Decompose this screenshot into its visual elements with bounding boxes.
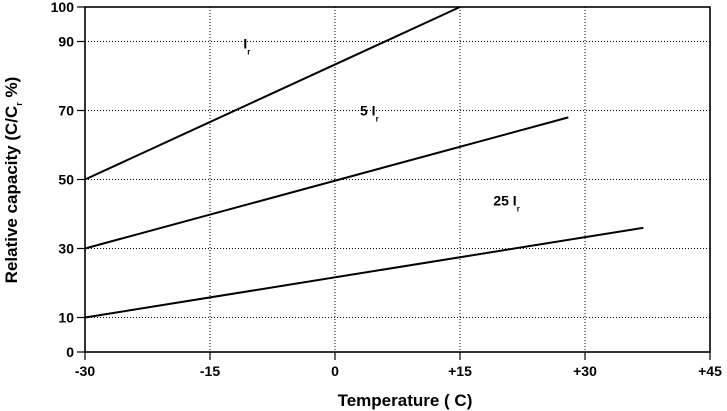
series-labels: Ir 5 Ir 25 Ir — [243, 35, 519, 213]
y-tick-labels: 0 10 30 50 70 90 100 — [51, 0, 75, 360]
x-tick-labels: -30 -15 0 +15 +30 +45 — [75, 363, 722, 379]
y-tick-label: 100 — [51, 0, 75, 15]
series-label-1: Ir — [243, 35, 250, 56]
y-tick-label: 50 — [58, 172, 74, 188]
series-line-3 — [84, 226, 644, 319]
x-tick-label: +45 — [698, 363, 722, 379]
x-tick-label: +15 — [448, 363, 472, 379]
series-label-2: 5 Ir — [360, 103, 379, 124]
grid — [85, 7, 710, 352]
y-tick-label: 10 — [58, 310, 74, 326]
y-tick-label: 90 — [58, 34, 74, 50]
x-tick-label: -15 — [200, 363, 220, 379]
series-line-2 — [84, 116, 569, 250]
series-label-3: 25 Ir — [493, 192, 519, 213]
x-tick-label: -30 — [75, 363, 95, 379]
y-tick-label: 0 — [66, 344, 74, 360]
axis-ticks — [77, 6, 711, 360]
x-tick-label: 0 — [331, 363, 339, 379]
y-tick-label: 30 — [58, 241, 74, 257]
x-axis-title: Temperature ( C) — [338, 391, 473, 410]
x-tick-label: +30 — [573, 363, 597, 379]
y-axis-title: Relative capacity (C/Cr %) — [2, 77, 24, 284]
y-tick-label: 70 — [58, 103, 74, 119]
series-line-1 — [84, 6, 461, 181]
series-lines — [84, 6, 644, 319]
